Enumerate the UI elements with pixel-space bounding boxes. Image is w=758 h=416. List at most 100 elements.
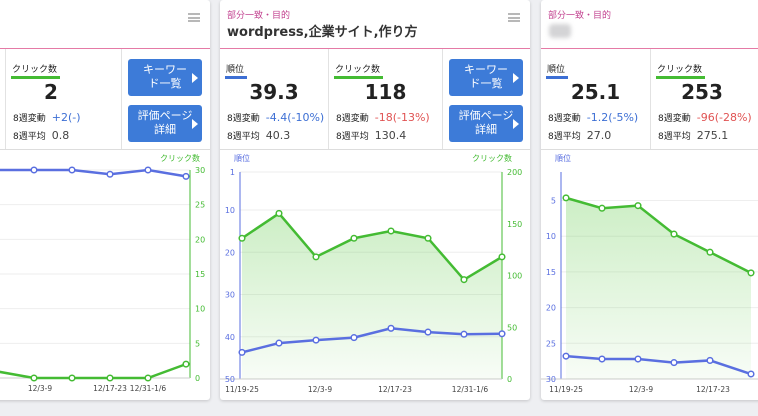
y-tick-label: 20 <box>546 304 556 313</box>
keyword-list-label: キーワード一覧 <box>464 63 508 90</box>
rank-point <box>562 352 570 360</box>
match-type-tag: 部分一致・目的 <box>548 11 612 21</box>
rank-change-row: 8週変動 -4.4(-10%) <box>227 111 324 124</box>
trend-chart: 順位 クリック数 1 10 20 30 40 50 0 50 100 150 200 11/19-25 12… <box>220 153 522 394</box>
clicks-change-value: +2(-) <box>51 111 81 124</box>
change-label: 8週変動 <box>13 114 46 124</box>
hamburger-menu-icon[interactable] <box>508 13 520 22</box>
y2-tick-label: 25 <box>195 201 205 210</box>
clicks-change-row: 8週変動 +2(-) <box>13 111 81 124</box>
y-tick-label: 20 <box>225 248 235 257</box>
x-tick-label: 12/3-9 <box>28 384 53 393</box>
clicks-line <box>241 211 503 282</box>
clicks-point <box>238 234 246 242</box>
clicks-point <box>634 202 642 210</box>
y-axis-title: 順位 <box>234 153 250 163</box>
change-label: 8週変動 <box>548 114 581 124</box>
card-header: 部分一致・目的 <box>541 0 758 49</box>
y2-tick-label: 30 <box>195 166 205 175</box>
y2-tick-label: 150 <box>507 220 522 229</box>
y-tick-label: 15 <box>546 268 556 277</box>
clicks-point <box>670 230 678 238</box>
stats-panel: 順位 39.3 8週変動 -4.4(-10%) 8週平均 40.3 クリック数 11… <box>220 49 530 150</box>
arrow-right-icon <box>513 73 519 83</box>
rank-stat: 順位 25.1 8週変動 -1.2(-5%) 8週平均 27.0 <box>541 49 651 149</box>
keyword-list-label: キーワード一覧 <box>143 63 187 90</box>
clicks-point <box>312 253 320 261</box>
rank-point <box>312 336 320 344</box>
rank-point <box>68 166 76 174</box>
keyword-list-button[interactable]: キーワード一覧 <box>449 59 523 96</box>
clicks-value: 253 <box>681 80 723 104</box>
rank-point <box>238 348 246 356</box>
eval-page-detail-button[interactable]: 評価ページ詳細 <box>128 105 202 142</box>
clicks-point <box>275 209 283 217</box>
keyword-title: wordpress,企業サイト,作り方 <box>227 25 418 40</box>
rank-point <box>387 324 395 332</box>
rank-point <box>350 334 358 342</box>
y2-tick-label: 0 <box>195 374 200 383</box>
y-axis-title: 順位 <box>555 153 571 163</box>
avg-label: 8週平均 <box>227 132 260 142</box>
card-header: 部分一致・目的 wordpress,企業サイト,作り方 <box>220 0 530 49</box>
rank-stat: ) <box>0 49 6 149</box>
clicks-area <box>242 213 502 379</box>
y-tick-label: 30 <box>225 291 235 300</box>
keyword-list-button[interactable]: キーワード一覧 <box>128 59 202 96</box>
card-header <box>0 0 210 49</box>
eval-page-detail-label: 評価ページ詳細 <box>137 109 193 136</box>
blurred-keyword <box>549 24 571 38</box>
rank-avg-value: 40.3 <box>265 129 291 142</box>
change-label: 8週変動 <box>336 114 369 124</box>
x-tick-label: 12/17-23 <box>93 384 127 393</box>
clicks-point <box>30 374 38 382</box>
x-tick-label: 12/3-9 <box>629 385 654 394</box>
x-tick-label: 12/3-9 <box>308 385 333 394</box>
y-tick-label: 25 <box>546 339 556 348</box>
arrow-right-icon <box>513 119 519 129</box>
clicks-point <box>562 194 570 202</box>
avg-label: 8週平均 <box>13 132 46 142</box>
clicks-label: クリック数 <box>11 62 61 79</box>
arrow-right-icon <box>192 73 198 83</box>
rank-point <box>460 330 468 338</box>
y2-tick-label: 10 <box>195 305 205 314</box>
rank-label: 順位 <box>225 62 248 79</box>
clicks-line <box>0 362 187 380</box>
rank-point <box>424 328 432 336</box>
rank-label: 順位 <box>546 62 569 79</box>
y2-tick-label: 100 <box>507 272 522 281</box>
clicks-avg-row: 8週平均 130.4 <box>336 129 406 142</box>
clicks-avg-row: 8週平均 275.1 <box>658 129 728 142</box>
rank-point <box>182 172 190 180</box>
x-tick-label: 12/17-23 <box>378 385 412 394</box>
rank-point <box>634 355 642 363</box>
y2-axis-title: クリック数 <box>472 153 512 163</box>
clicks-point <box>68 374 76 382</box>
change-label: 8週変動 <box>658 114 691 124</box>
y2-tick-label: 20 <box>195 235 205 244</box>
clicks-point <box>747 269 755 277</box>
clicks-stat: クリック数 253 8週変動 -96(-28%) 8週平均 275.1 <box>651 49 758 149</box>
clicks-point <box>460 276 468 284</box>
clicks-change-value: -18(-13%) <box>374 111 430 124</box>
hamburger-menu-icon[interactable] <box>188 13 200 22</box>
y-tick-label: 1 <box>230 168 235 177</box>
rank-value: 39.3 <box>249 80 299 104</box>
rank-change-value: -1.2(-5%) <box>586 111 639 124</box>
avg-label: 8週平均 <box>336 132 369 142</box>
eval-page-detail-button[interactable]: 評価ページ詳細 <box>449 105 523 142</box>
clicks-point <box>387 227 395 235</box>
rank-change-row: 8週変動 -1.2(-5%) <box>548 111 638 124</box>
clicks-point <box>424 234 432 242</box>
clicks-point <box>598 204 606 212</box>
clicks-point <box>182 360 190 368</box>
avg-label: 8週平均 <box>658 132 691 142</box>
rank-change-value: -4.4(-10%) <box>265 111 325 124</box>
rank-point <box>30 166 38 174</box>
clicks-change-row: 8週変動 -96(-28%) <box>658 111 752 124</box>
clicks-avg-value: 130.4 <box>374 129 407 142</box>
arrow-right-icon <box>192 119 198 129</box>
clicks-label: クリック数 <box>334 62 384 79</box>
eval-page-detail-label: 評価ページ詳細 <box>458 109 514 136</box>
